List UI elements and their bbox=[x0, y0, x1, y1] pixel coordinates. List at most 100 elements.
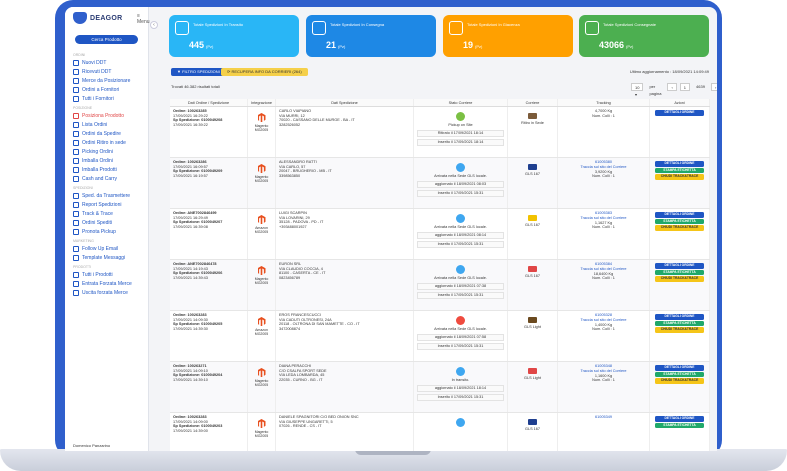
sidebar-item[interactable]: Pronota Pickup bbox=[65, 227, 148, 236]
courier-logo-icon bbox=[528, 317, 537, 323]
sidebar-item[interactable]: Tutti i Prodotti bbox=[65, 270, 148, 279]
sidebar-item[interactable]: Lista Ordini bbox=[65, 120, 148, 129]
menu-item-icon bbox=[73, 121, 79, 128]
collapse-sidebar-button[interactable]: ‹ bbox=[150, 21, 158, 29]
order-details-button[interactable]: DETTAGLI ORDINE bbox=[655, 161, 704, 167]
sidebar-nav: Ordini Nuovi DDT Ricevuti DDT Merce da Posi… bbox=[65, 50, 148, 297]
courier-cell: GLS Light bbox=[508, 362, 558, 412]
print-label-button[interactable]: STAMPA ETICHETTA bbox=[655, 167, 704, 173]
tracking-id[interactable]: 61005328 bbox=[595, 313, 612, 317]
order-ordine: Ordine: ANE7002846499 bbox=[173, 211, 217, 215]
integration-name: Magento bbox=[254, 277, 269, 281]
order-ordine: Ordine: 100263283 bbox=[173, 313, 207, 317]
nav-section-title: Ordini bbox=[73, 53, 86, 57]
stat-card[interactable]: Totale Spedizioni In Giacenza 19 (Pz) bbox=[443, 15, 573, 57]
sidebar-item[interactable]: Tutti i Fornitori bbox=[65, 94, 148, 103]
per-page-select[interactable]: 10 ▾ bbox=[631, 83, 644, 97]
sidebar-item[interactable]: Cash and Carry bbox=[65, 174, 148, 183]
order-data2: 17/09/2021 14:39:00 bbox=[173, 428, 208, 433]
next-page-button[interactable]: › bbox=[710, 83, 717, 91]
courier-status-cell: Arrivata nella Sede GLS locale. aggiornat… bbox=[414, 311, 508, 361]
search-product-button[interactable]: Cerca Prodotto bbox=[75, 35, 138, 44]
order-ordine: Ordine: 100263285 bbox=[173, 109, 207, 113]
address-line: VIA CARLO, 57 bbox=[279, 164, 306, 169]
sidebar-item[interactable]: Ricevuti DDT bbox=[65, 67, 148, 76]
order-details-button[interactable]: DETTAGLI ORDINE bbox=[655, 212, 704, 218]
print-label-button[interactable]: STAMPA ETICHETTA bbox=[655, 320, 704, 326]
sidebar-item[interactable]: Uscita forzata Merce bbox=[65, 288, 148, 297]
order-details-button[interactable]: DETTAGLI ORDINE bbox=[655, 263, 704, 269]
tracking-id[interactable]: 61005380 bbox=[595, 160, 612, 164]
order-spedizione: Sp Spedizione: 0100049209 bbox=[173, 169, 223, 174]
sidebar-item[interactable]: Picking Ordini bbox=[65, 147, 148, 156]
user-name[interactable]: Domenico Panzarino bbox=[73, 443, 111, 448]
order-details-button[interactable]: DETTAGLI ORDINE bbox=[655, 416, 704, 422]
order-spedizione: Sp Spedizione: 0100049207 bbox=[173, 220, 223, 225]
sidebar-item[interactable]: Imballa Prodotti bbox=[65, 165, 148, 174]
address-cell: DIANA PERACCHI C/O CSALFA SPORT SEDE VIA L… bbox=[276, 362, 414, 412]
delivery-icon bbox=[312, 21, 326, 35]
stat-card[interactable]: Totale Spedizioni In Consegna 21 (Pz) bbox=[306, 15, 436, 57]
order-details-button[interactable]: DETTAGLI ORDINE bbox=[655, 365, 704, 371]
status-text: In transito. bbox=[451, 378, 470, 382]
tracking-link[interactable]: Traccia sul sito del Corriere bbox=[580, 266, 627, 271]
shipments-table: Dati Ordine / Spedizione Integrazione Dati… bbox=[170, 99, 710, 451]
print-label-button[interactable]: STAMPA ETICHETTA bbox=[655, 218, 704, 224]
order-details-button[interactable]: DETTAGLI ORDINE bbox=[655, 110, 704, 116]
tracking-id[interactable]: 61005349 bbox=[595, 415, 612, 419]
stat-card-value: 445 (Pz) bbox=[189, 40, 213, 50]
fetch-courier-info-button[interactable]: ⟳ RECUPERA INFO DA CORRIERI (264) bbox=[221, 68, 308, 76]
stat-card[interactable]: Totale Spedizioni Consegnate 43066 (Pz) bbox=[579, 15, 709, 57]
prev-page-button[interactable]: ‹ bbox=[667, 83, 677, 91]
close-tracking-button[interactable]: CHIUDI TRACK&TRACE bbox=[655, 174, 704, 180]
stat-card-value: 21 (Pz) bbox=[326, 40, 345, 50]
order-details-button[interactable]: DETTAGLI ORDINE bbox=[655, 314, 704, 320]
print-label-button[interactable]: STAMPA ETICHETTA bbox=[655, 269, 704, 275]
print-label-button[interactable]: STAMPA ETICHETTA bbox=[655, 422, 704, 428]
sidebar-item[interactable]: Ordini a Fornitori bbox=[65, 85, 148, 94]
tracking-link[interactable]: Traccia sul sito del Corriere bbox=[580, 317, 627, 322]
tracking-id[interactable]: 61005383 bbox=[595, 211, 612, 215]
sidebar-item[interactable]: Ordini Spediti bbox=[65, 218, 148, 227]
tracking-id[interactable]: 61005384 bbox=[595, 262, 612, 266]
close-tracking-button[interactable]: CHIUDI TRACK&TRACE bbox=[655, 378, 704, 384]
sidebar-item[interactable]: Template Messaggi bbox=[65, 253, 148, 262]
sidebar-item[interactable]: Imballa Ordini bbox=[65, 156, 148, 165]
close-tracking-button[interactable]: CHIUDI TRACK&TRACE bbox=[655, 276, 704, 282]
filter-shipments-button[interactable]: ▼ FILTRO SPEDIZIONI bbox=[171, 68, 226, 76]
order-cell: Ordine: 100263286 17/09/2021 16:09:57 Sp S… bbox=[170, 158, 248, 208]
print-label-button[interactable]: STAMPA ETICHETTA bbox=[655, 371, 704, 377]
tracking-id[interactable]: 61005348 bbox=[595, 364, 612, 368]
integration-code: MG2005 bbox=[254, 179, 269, 184]
sidebar-item[interactable]: Ordini da Spedire bbox=[65, 129, 148, 138]
tracking-link[interactable]: Traccia sul sito del Corriere bbox=[580, 215, 627, 220]
table-row: Ordine: 100263285 17/09/2021 16:29:22 Sp S… bbox=[170, 107, 710, 158]
sidebar-item[interactable]: Track & Trace bbox=[65, 209, 148, 218]
sidebar-item[interactable]: Report Spedizioni bbox=[65, 200, 148, 209]
menu-item-icon bbox=[73, 148, 79, 155]
sidebar-item[interactable]: Sped. da Trasmettere bbox=[65, 191, 148, 200]
page-input[interactable]: 1 bbox=[679, 83, 691, 91]
stat-card[interactable]: Totale Spedizioni In Transito 445 (Pz) bbox=[169, 15, 299, 57]
menu-item-icon bbox=[73, 59, 79, 66]
tracking-link[interactable]: Traccia sul sito del Corriere bbox=[580, 164, 627, 169]
close-tracking-button[interactable]: CHIUDI TRACK&TRACE bbox=[655, 225, 704, 231]
sidebar-item[interactable]: Entrata Forzata Merce bbox=[65, 279, 148, 288]
courier-logo-icon bbox=[528, 368, 537, 374]
tracking-link[interactable]: Traccia sul sito del Corriere bbox=[580, 368, 627, 373]
sidebar-item[interactable]: Posiziona Prodotto bbox=[65, 111, 148, 120]
status-text: Arrivata nella Sede GLS locale. bbox=[434, 276, 487, 280]
order-spedizione: Sp Spedizione: 0100049203 bbox=[173, 424, 223, 429]
courier-cell: GLS 167 bbox=[508, 260, 558, 310]
brand-logo[interactable]: DEAGOR bbox=[65, 7, 148, 29]
sidebar-item-label: Picking Ordini bbox=[82, 148, 113, 155]
menu-toggle[interactable]: ≡ Menu bbox=[137, 13, 150, 25]
close-tracking-button[interactable]: CHIUDI TRACK&TRACE bbox=[655, 327, 704, 333]
address-line: CARLO VIAPIANO bbox=[279, 109, 312, 113]
stat-value: 43066 bbox=[599, 40, 625, 50]
sidebar-item[interactable]: Follow Up Email bbox=[65, 244, 148, 253]
sidebar-item[interactable]: Ordini Ritiro in sede bbox=[65, 138, 148, 147]
sidebar-item[interactable]: Nuovi DDT bbox=[65, 58, 148, 67]
sidebar-item[interactable]: Merce da Posizionare bbox=[65, 76, 148, 85]
address-line: DIANA PERACCHI bbox=[279, 364, 312, 368]
